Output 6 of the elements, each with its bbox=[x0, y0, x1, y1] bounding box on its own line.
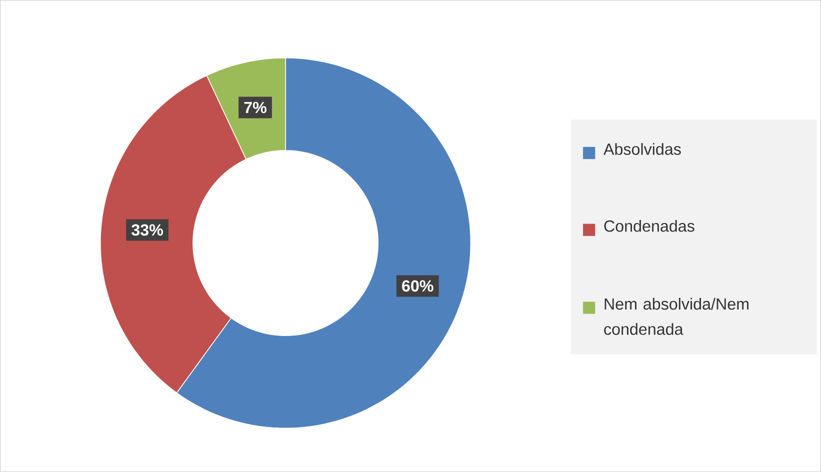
data-label: 7% bbox=[244, 102, 266, 114]
legend-label: Nem absolvida/Nem condenada bbox=[604, 298, 748, 335]
data-label: 33% bbox=[132, 224, 163, 236]
legend-label: Condenadas bbox=[604, 220, 694, 232]
legend-label: Absolvidas bbox=[603, 143, 681, 155]
data-label: 60% bbox=[402, 280, 434, 292]
